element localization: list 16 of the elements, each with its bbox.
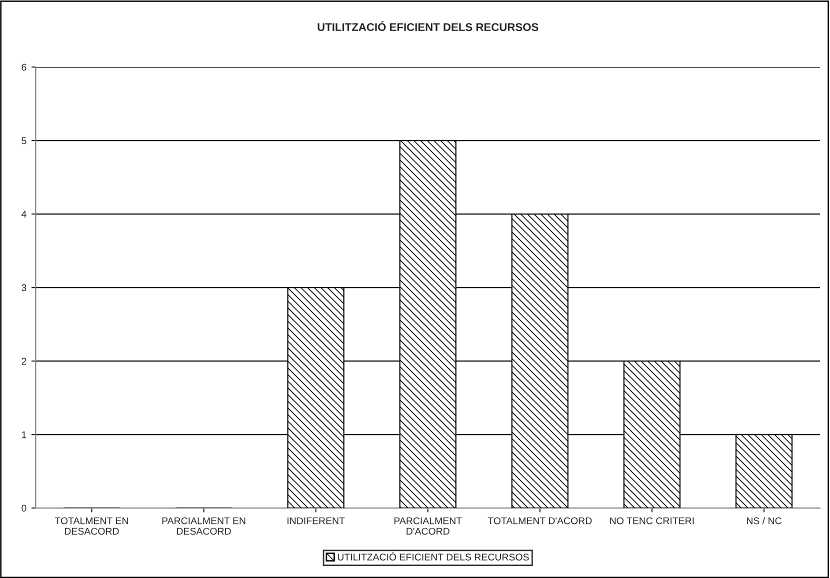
y-tick-label: 1 [22, 431, 26, 438]
x-tick-label: PARCIALMENT EN DESACORD [162, 517, 246, 535]
y-tick-label: 5 [22, 137, 26, 144]
x-tick-label: TOTALMENT D'ACORD [488, 517, 592, 524]
x-tick-label: TOTALMENT EN DESACORD [54, 517, 128, 535]
y-tick-label: 0 [22, 504, 26, 512]
y-tick-label: 6 [22, 64, 26, 71]
x-tick-label: NO TENC CRITERI [610, 517, 694, 524]
chart-title: UTILITZACIÓ EFICIENT DELS RECURSOS [318, 21, 538, 32]
y-tick-label: 4 [21, 210, 26, 218]
y-tick-label: 2 [22, 358, 26, 365]
x-tick-label: NS / NC [746, 517, 782, 524]
x-tick-label: PARCIALMENT D'ACORD [394, 517, 462, 535]
x-tick-label: INDIFERENT [288, 517, 345, 524]
legend-label: UTILITZACIÓ EFICIENT DELS RECURSOS [338, 552, 529, 561]
y-tick-label: 3 [22, 284, 26, 292]
